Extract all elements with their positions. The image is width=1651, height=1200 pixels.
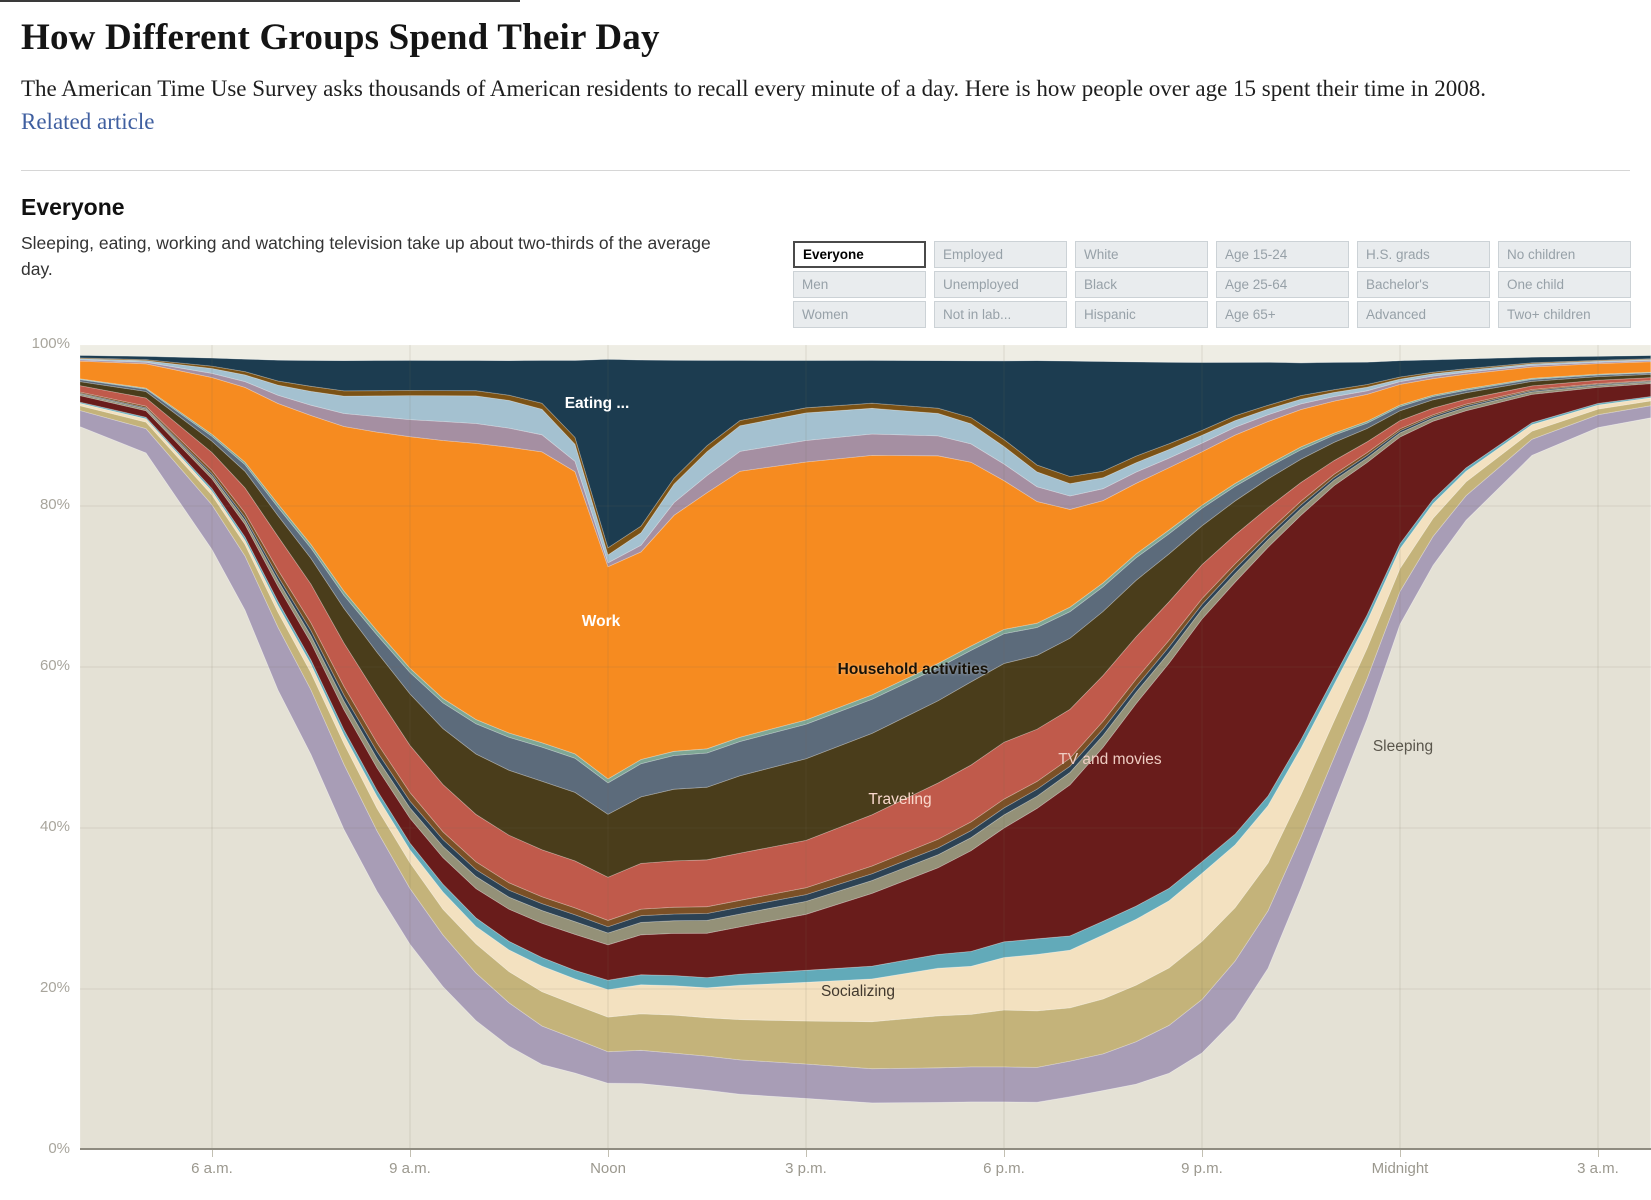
x-axis-label-9-p-m-: 9 p.m. — [1181, 1160, 1223, 1177]
group-button-employed[interactable]: Employed — [934, 241, 1067, 268]
browser-top-artifact — [0, 0, 520, 2]
page-title: How Different Groups Spend Their Day — [21, 17, 660, 58]
group-button-one-child[interactable]: One child — [1498, 271, 1631, 298]
group-button-black[interactable]: Black — [1075, 271, 1208, 298]
stacked-area-plot[interactable] — [80, 345, 1651, 1150]
group-button-age-65-[interactable]: Age 65+ — [1216, 301, 1349, 328]
group-button-women[interactable]: Women — [793, 301, 926, 328]
group-button-two-children[interactable]: Two+ children — [1498, 301, 1631, 328]
x-axis-label-midnight: Midnight — [1371, 1160, 1429, 1177]
selected-group-heading: Everyone — [21, 194, 125, 220]
y-axis-label-100: 100% — [31, 335, 70, 352]
x-axis-tick — [608, 1150, 609, 1157]
selected-group-description: Sleeping, eating, working and watching t… — [21, 233, 711, 280]
group-button-hispanic[interactable]: Hispanic — [1075, 301, 1208, 328]
group-button-advanced[interactable]: Advanced — [1357, 301, 1490, 328]
x-axis-tick — [1202, 1150, 1203, 1157]
y-axis-label-60: 60% — [39, 657, 70, 674]
section-divider — [21, 170, 1630, 171]
y-axis-label-20: 20% — [39, 979, 70, 996]
streamgraph-svg[interactable] — [80, 345, 1651, 1150]
group-button-age-15-24[interactable]: Age 15-24 — [1216, 241, 1349, 268]
series-area-unlabeled-band-toplight[interactable] — [80, 345, 1651, 364]
page-subtitle: The American Time Use Survey asks thousa… — [21, 72, 1551, 139]
group-button-age-25-64[interactable]: Age 25-64 — [1216, 271, 1349, 298]
x-axis-tick — [410, 1150, 411, 1157]
x-axis-label-6-p-m-: 6 p.m. — [983, 1160, 1025, 1177]
group-button-no-children[interactable]: No children — [1498, 241, 1631, 268]
time-use-stream-chart: Eating ... Work Household activities Tra… — [0, 330, 1651, 1200]
y-axis-label-40: 40% — [39, 818, 70, 835]
x-axis-label-6-a-m-: 6 a.m. — [191, 1160, 233, 1177]
x-axis-label-9-a-m-: 9 a.m. — [389, 1160, 431, 1177]
x-axis-tick — [806, 1150, 807, 1157]
y-axis-label-80: 80% — [39, 496, 70, 513]
group-button-men[interactable]: Men — [793, 271, 926, 298]
y-axis-label-0: 0% — [48, 1140, 70, 1157]
x-axis-tick — [1598, 1150, 1599, 1157]
x-axis-tick — [1400, 1150, 1401, 1157]
x-axis-tick — [212, 1150, 213, 1157]
group-button-white[interactable]: White — [1075, 241, 1208, 268]
group-picker: Everyone Men Women Employed Unemployed Not in… — [793, 241, 1631, 328]
x-axis-tick — [1004, 1150, 1005, 1157]
group-button-not-in-lab-[interactable]: Not in lab... — [934, 301, 1067, 328]
group-button-h-s-grads[interactable]: H.S. grads — [1357, 241, 1490, 268]
subtitle-text: The American Time Use Survey asks thousa… — [21, 76, 1487, 101]
x-axis-label-3-p-m-: 3 p.m. — [785, 1160, 827, 1177]
related-article-link[interactable]: Related article — [21, 109, 155, 135]
group-button-everyone[interactable]: Everyone — [793, 241, 926, 268]
x-axis-label-3-a-m-: 3 a.m. — [1577, 1160, 1619, 1177]
x-axis-label-noon: Noon — [590, 1160, 626, 1177]
group-button-bachelor-s[interactable]: Bachelor's — [1357, 271, 1490, 298]
group-button-unemployed[interactable]: Unemployed — [934, 271, 1067, 298]
